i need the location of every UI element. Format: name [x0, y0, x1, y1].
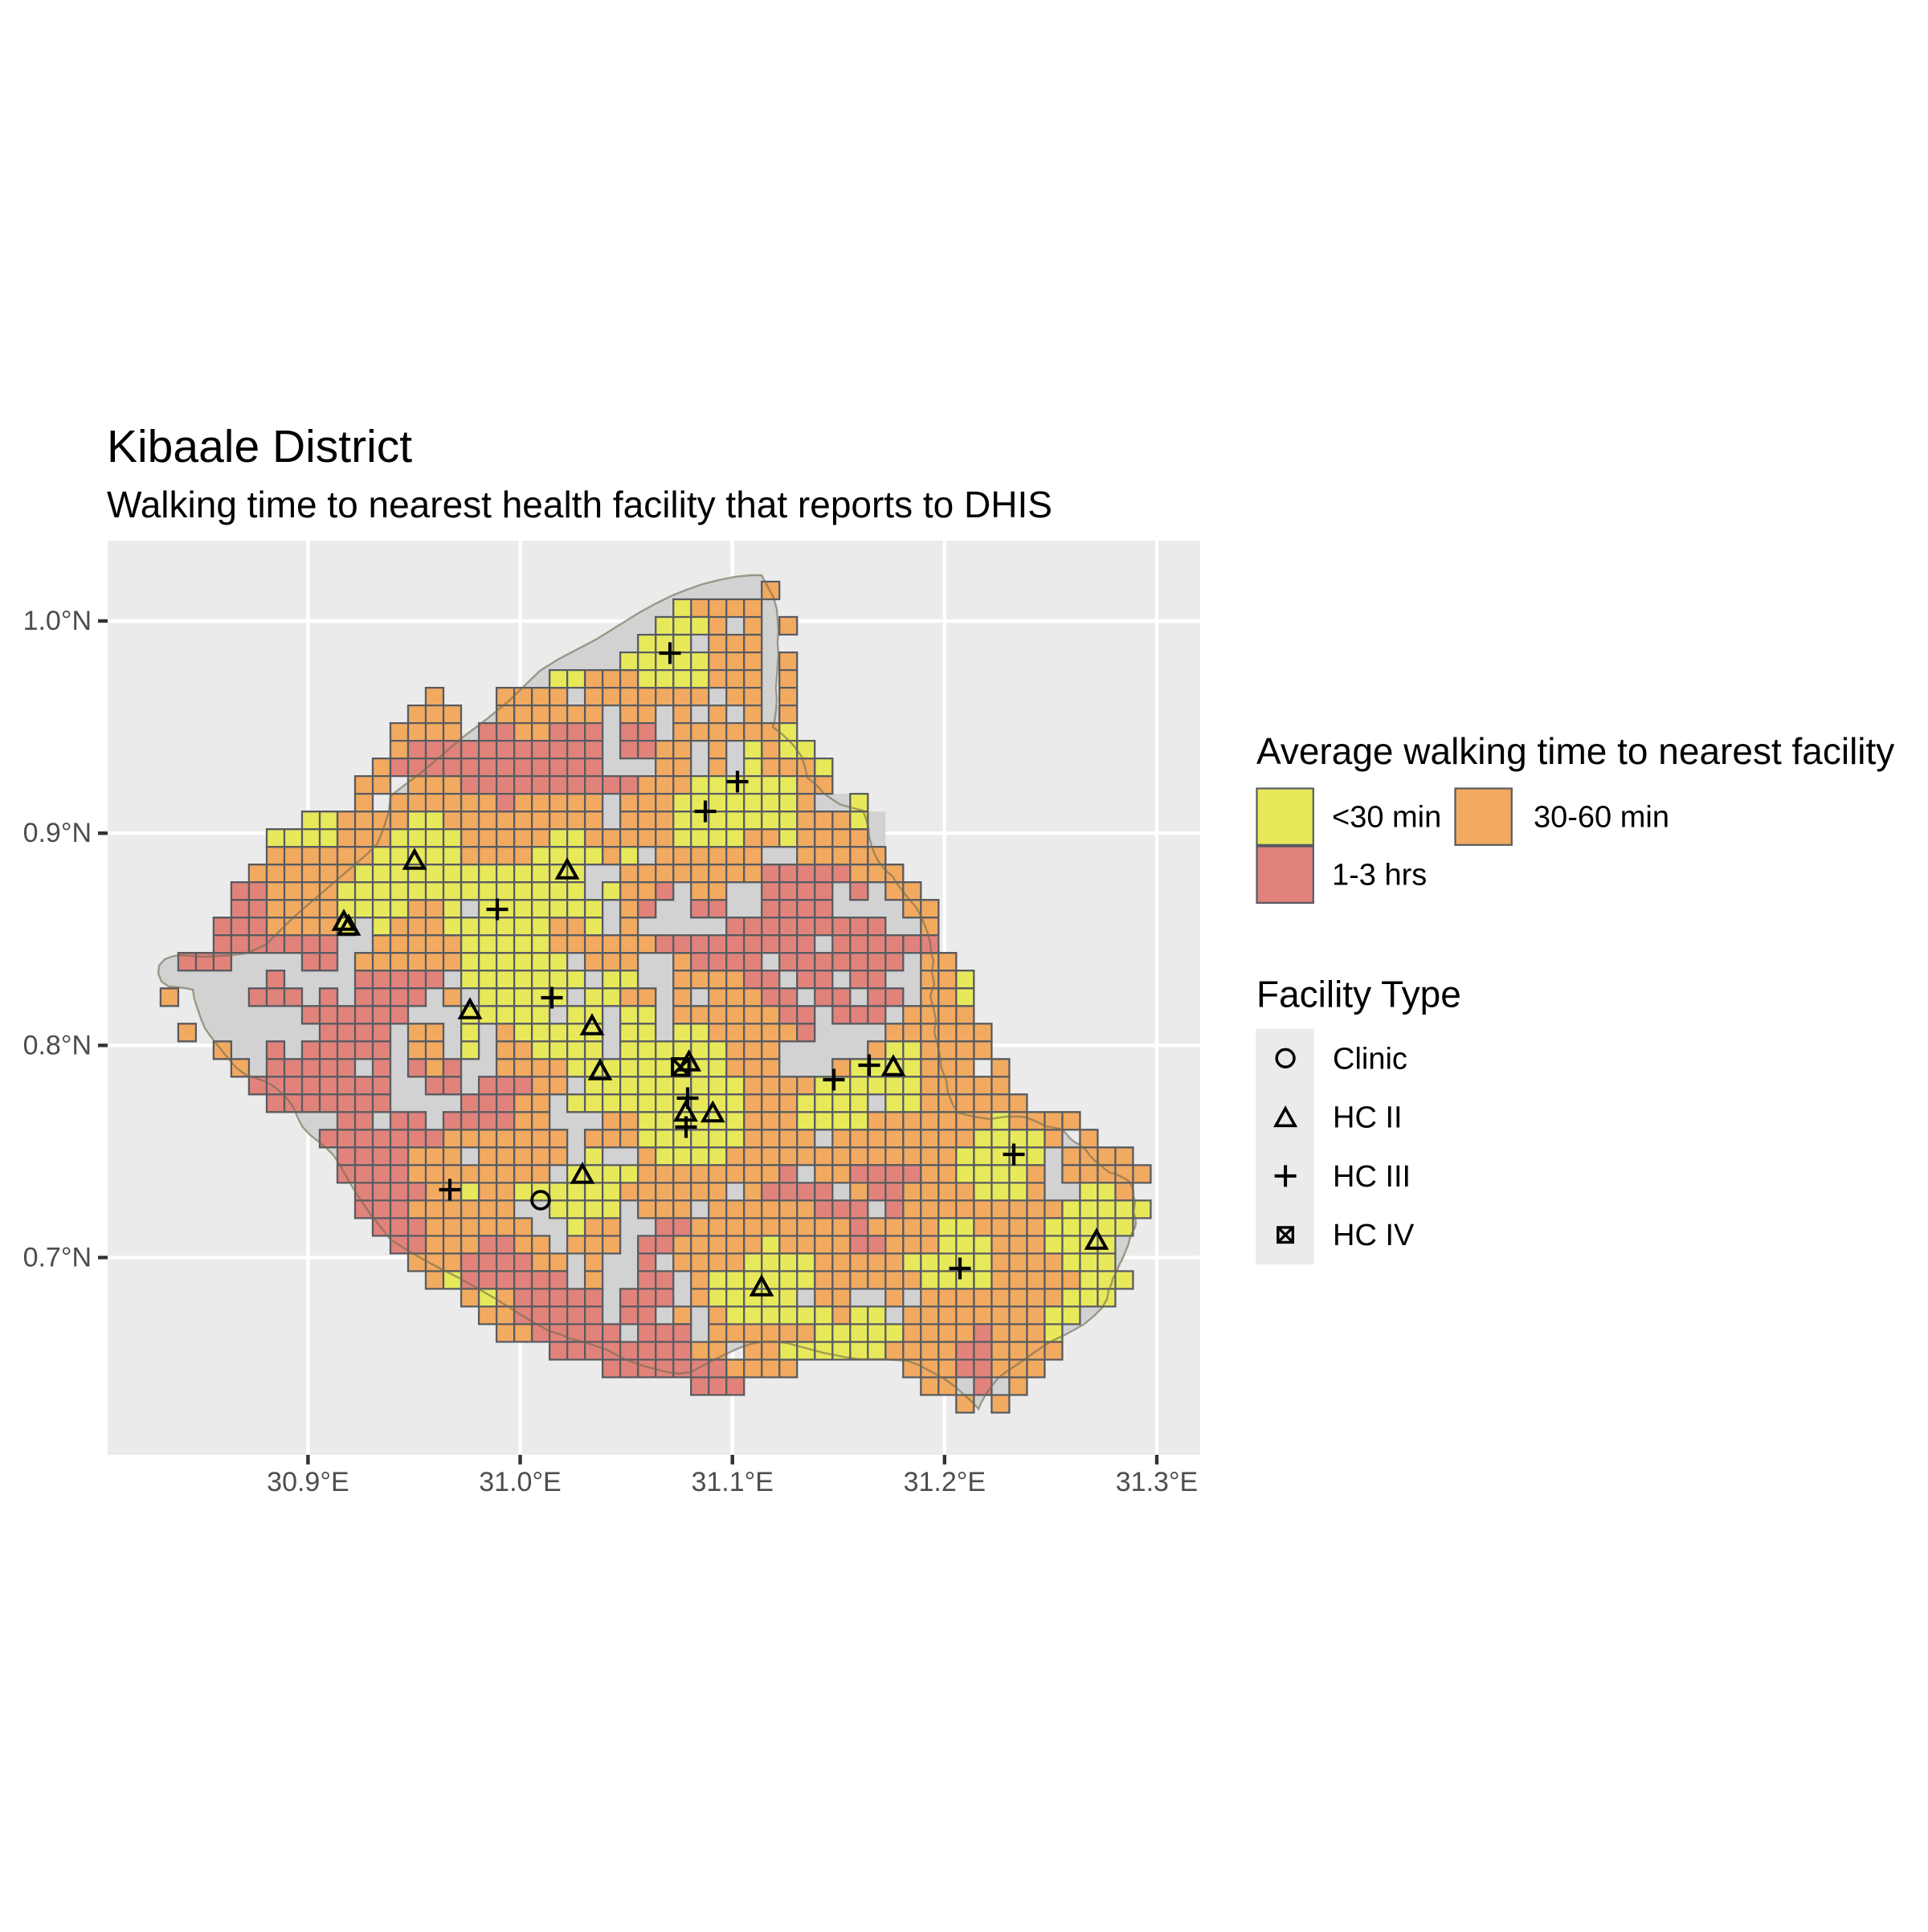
svg-text:HC II: HC II — [1333, 1101, 1403, 1135]
svg-text:1.0°N: 1.0°N — [23, 606, 92, 636]
svg-text:1-3 hrs: 1-3 hrs — [1332, 859, 1427, 892]
svg-text:31.3°E: 31.3°E — [1116, 1467, 1198, 1497]
svg-text:Clinic: Clinic — [1333, 1042, 1407, 1076]
svg-text:0.7°N: 0.7°N — [23, 1242, 92, 1272]
svg-text:0.9°N: 0.9°N — [23, 818, 92, 848]
svg-text:31.1°E: 31.1°E — [691, 1467, 773, 1497]
svg-text:30-60 min: 30-60 min — [1534, 801, 1669, 835]
svg-text:0.8°N: 0.8°N — [23, 1030, 92, 1060]
svg-text:HC III: HC III — [1333, 1160, 1411, 1194]
svg-text:31.0°E: 31.0°E — [479, 1467, 561, 1497]
svg-text:HC IV: HC IV — [1333, 1219, 1415, 1252]
svg-text:30.9°E: 30.9°E — [267, 1467, 349, 1497]
svg-text:31.2°E: 31.2°E — [904, 1467, 986, 1497]
svg-text:Facility Type: Facility Type — [1256, 974, 1461, 1015]
svg-text:Kibaale District: Kibaale District — [107, 421, 412, 472]
svg-text:<30 min: <30 min — [1332, 801, 1441, 835]
svg-text:Average walking time to neares: Average walking time to nearest facility — [1256, 730, 1894, 772]
svg-text:Walking time to nearest health: Walking time to nearest health facility … — [107, 484, 1052, 525]
